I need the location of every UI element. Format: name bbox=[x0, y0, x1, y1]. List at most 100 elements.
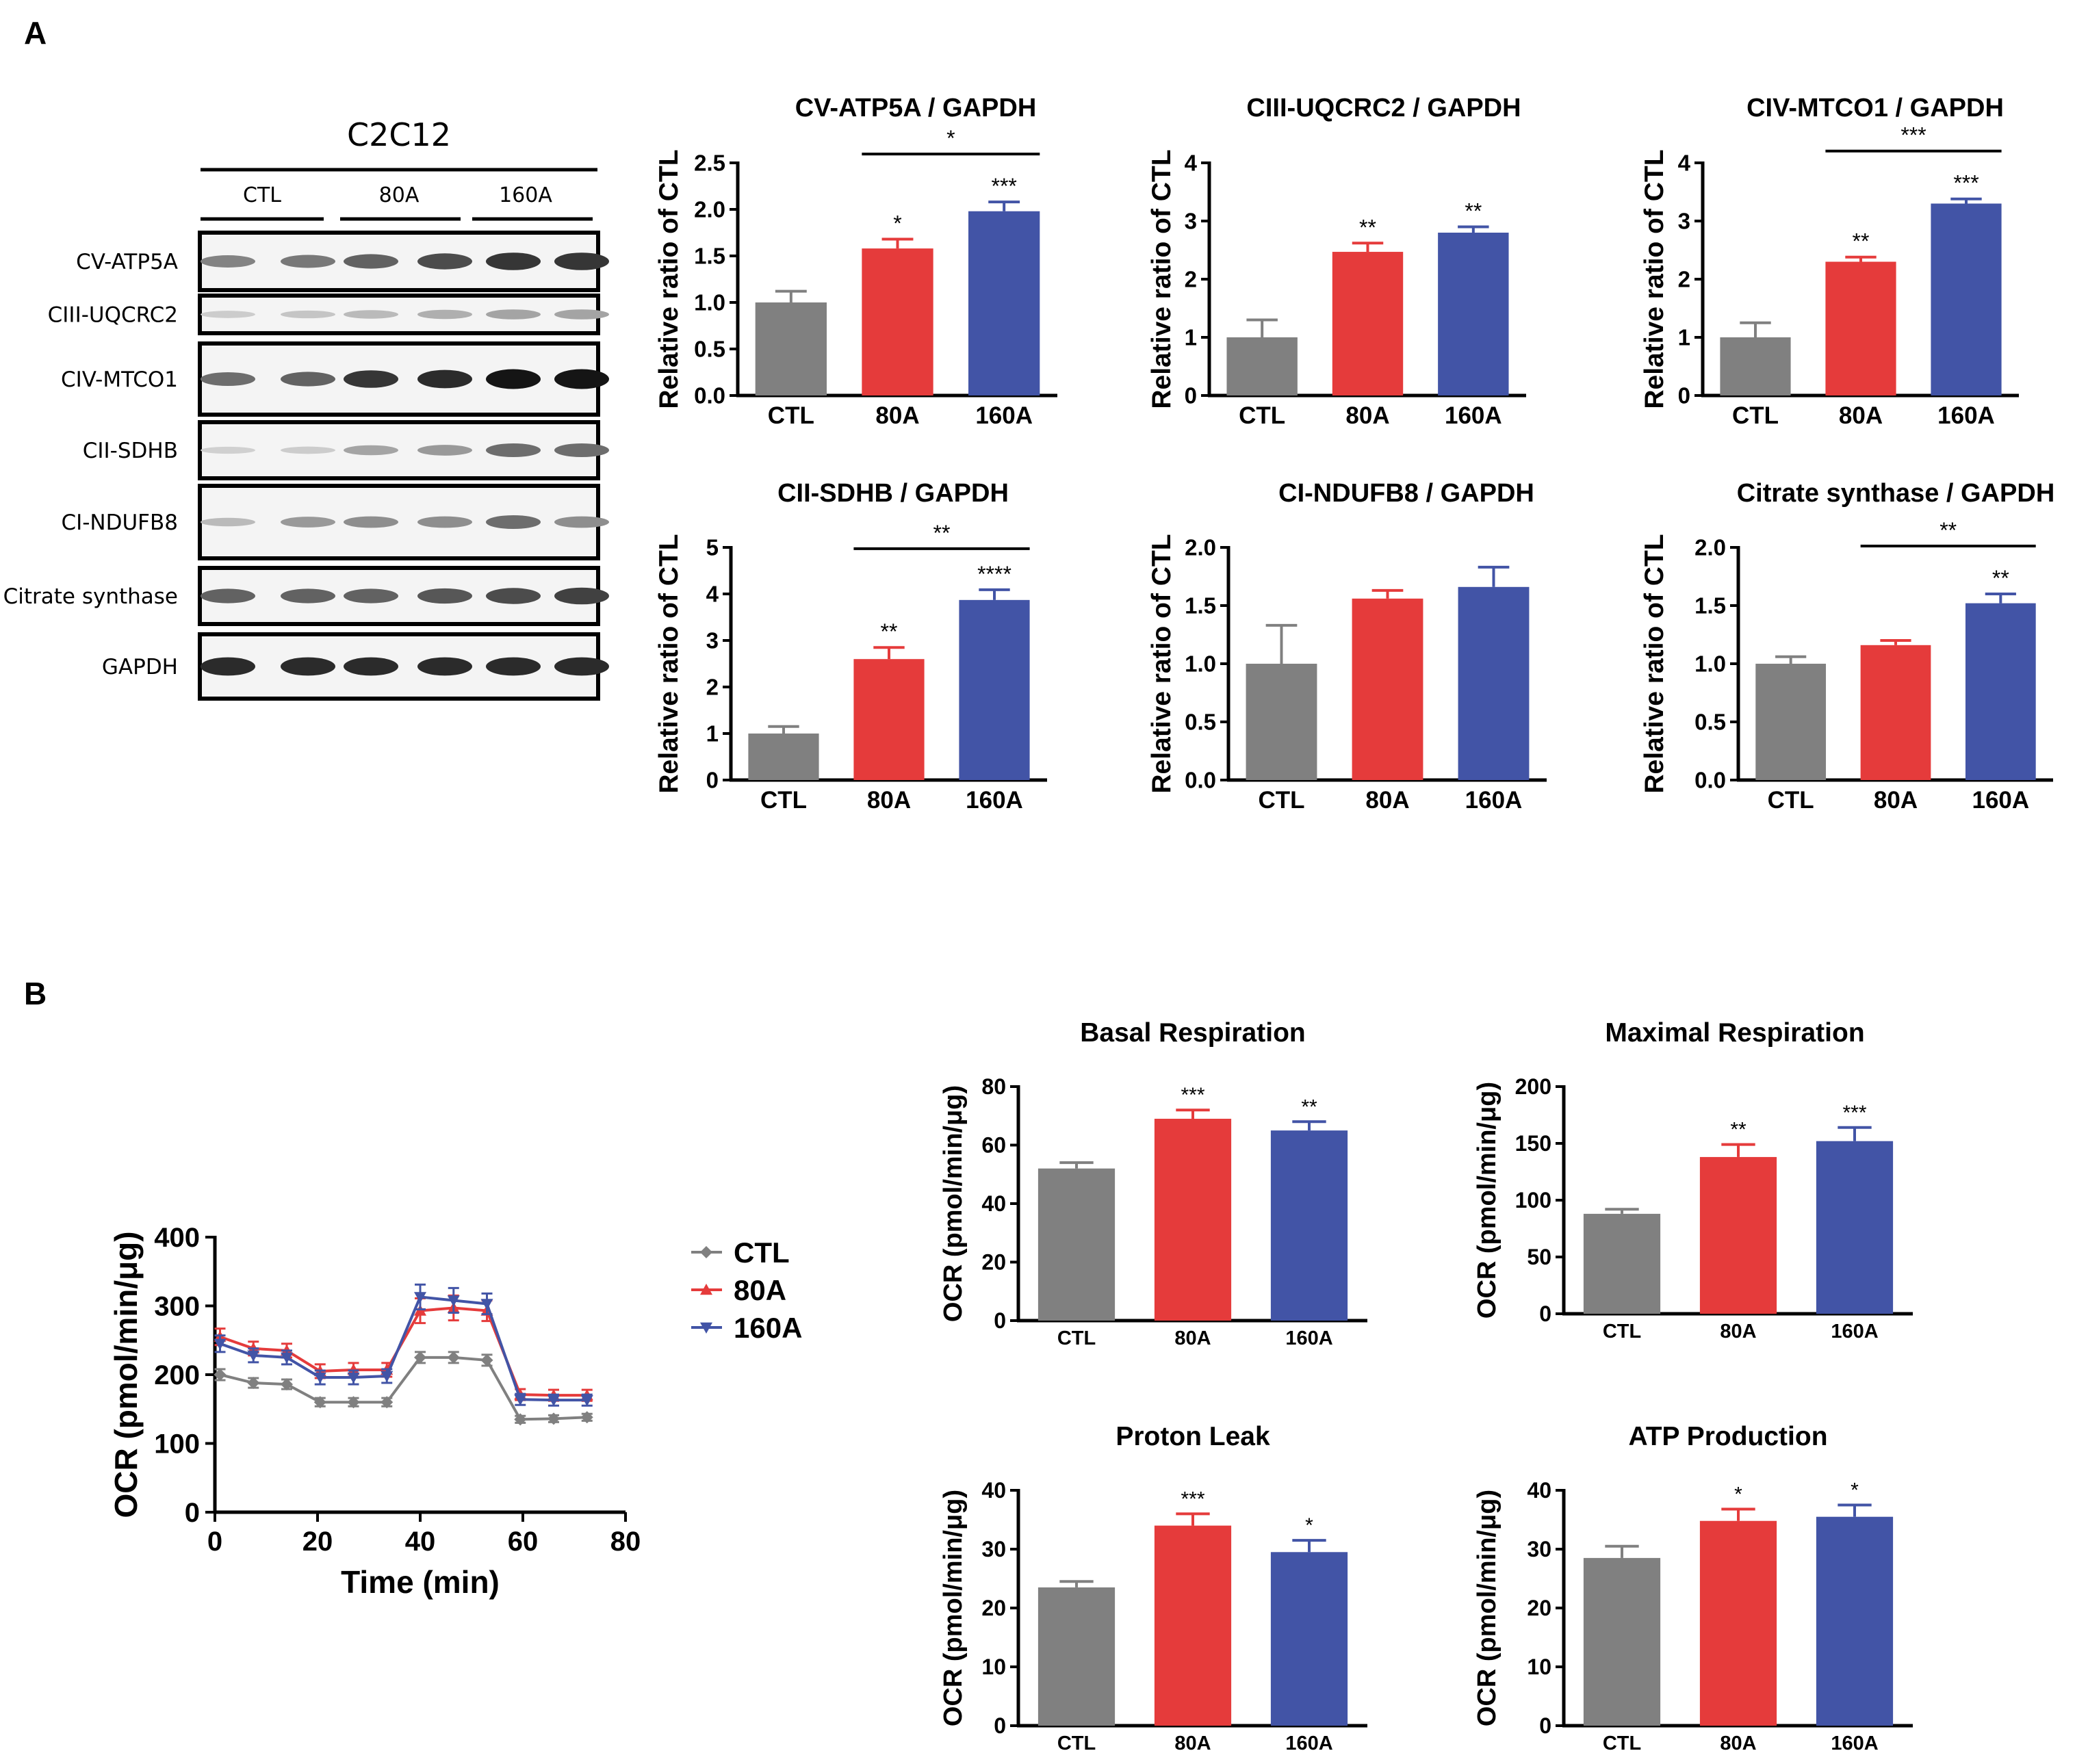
y-tick-label: 0 bbox=[994, 1308, 1006, 1333]
bar-160a bbox=[1931, 203, 2002, 395]
chart-atp-production: ATP Production OCR (pmol/min/μg) 0 10 20 30 40… bbox=[1473, 1422, 1913, 1754]
chart-title: Maximal Respiration bbox=[1605, 1018, 1864, 1048]
bar-80a bbox=[1699, 1156, 1777, 1314]
bar-80a bbox=[1154, 1525, 1232, 1726]
y-tick-label: 30 bbox=[1527, 1537, 1551, 1561]
blot-band bbox=[417, 657, 472, 676]
blot-band bbox=[344, 588, 398, 604]
series-marker bbox=[447, 1295, 460, 1307]
series-marker bbox=[281, 1378, 293, 1391]
x-tick-label: 0 bbox=[207, 1527, 222, 1557]
y-tick-label: 40 bbox=[1527, 1478, 1551, 1503]
x-tick-label: 160A bbox=[1445, 402, 1502, 429]
blot-row-label: CV-ATP5A bbox=[76, 250, 178, 274]
y-tick-label: 0 bbox=[1539, 1301, 1551, 1326]
y-tick-label: 1.0 bbox=[694, 290, 725, 315]
chart-title: Citrate synthase / GAPDH bbox=[1737, 479, 2055, 508]
blot-row: CIII-UQCRC2 bbox=[48, 294, 609, 335]
blot-row: CII-SDHB bbox=[83, 420, 609, 480]
significance-stars: *** bbox=[1842, 1102, 1866, 1124]
bar-160a bbox=[1438, 233, 1509, 395]
x-tick-label: 80 bbox=[610, 1527, 641, 1557]
chart-basal-respiration: Basal Respiration OCR (pmol/min/μg) 0 20 40 6… bbox=[939, 1018, 1367, 1349]
panel-label-a: A bbox=[24, 15, 47, 51]
y-axis-label: Relative ratio of CTL bbox=[1640, 534, 1669, 793]
significance-stars: *** bbox=[1181, 1488, 1204, 1510]
x-tick-label: CTL bbox=[768, 402, 814, 429]
blot-row-label: CIII-UQCRC2 bbox=[48, 303, 178, 328]
series-line bbox=[220, 1356, 587, 1421]
series-marker bbox=[381, 1371, 394, 1383]
x-tick-label: 160A bbox=[966, 787, 1023, 814]
x-tick-label: 80A bbox=[1839, 402, 1883, 429]
significance-stars: ** bbox=[1465, 199, 1482, 224]
bar-80a bbox=[1860, 645, 1931, 780]
y-tick-label: 3 bbox=[1678, 209, 1690, 234]
significance-stars: *** bbox=[1181, 1084, 1204, 1106]
significance-stars: * bbox=[1851, 1479, 1859, 1502]
series-marker bbox=[447, 1351, 460, 1364]
x-tick-label: CTL bbox=[760, 787, 807, 814]
blot-band bbox=[201, 372, 255, 387]
significance-stars: ** bbox=[1853, 229, 1870, 254]
series-marker bbox=[514, 1394, 527, 1406]
y-tick-label: 4 bbox=[1185, 151, 1198, 176]
y-tick-label: 2 bbox=[1185, 267, 1197, 292]
series-marker bbox=[480, 1299, 493, 1310]
y-tick-label: 1 bbox=[1185, 325, 1197, 350]
series-marker bbox=[214, 1369, 227, 1381]
y-tick-label: 80 bbox=[981, 1074, 1006, 1099]
bar-80a bbox=[1332, 252, 1404, 395]
y-tick-label: 0.0 bbox=[1694, 768, 1726, 793]
bar-160a bbox=[1270, 1552, 1348, 1726]
x-tick-label: CTL bbox=[1603, 1733, 1641, 1754]
y-tick-label: 1.5 bbox=[1185, 593, 1216, 619]
x-tick-label: CTL bbox=[1057, 1327, 1096, 1349]
blot-row: CV-ATP5A bbox=[76, 231, 609, 292]
chart-ci-ndufb8: CI-NDUFB8 / GAPDH Relative ratio of CTL 0.… bbox=[1147, 479, 1547, 814]
y-tick-label: 4 bbox=[1678, 151, 1691, 176]
blot-band bbox=[344, 310, 398, 319]
y-axis-label: OCR (pmol/min/μg) bbox=[939, 1085, 968, 1322]
series-marker bbox=[580, 1411, 593, 1424]
blot-band bbox=[554, 587, 609, 605]
series-marker bbox=[347, 1372, 360, 1384]
x-tick-label: 160A bbox=[1972, 787, 2029, 814]
ocr-legend: CTL 80A 160A bbox=[691, 1236, 802, 1344]
x-tick-label: 20 bbox=[302, 1527, 333, 1557]
x-tick-label: 160A bbox=[1831, 1321, 1878, 1343]
y-tick-label: 200 bbox=[1515, 1074, 1551, 1099]
blot-group-label-160a: 160A bbox=[499, 183, 552, 207]
significance-stars: ** bbox=[1301, 1095, 1317, 1118]
bar-ctl bbox=[1755, 664, 1827, 780]
blot-band bbox=[417, 516, 472, 528]
legend-label: CTL bbox=[734, 1236, 790, 1269]
series-marker bbox=[547, 1412, 560, 1425]
series-marker bbox=[580, 1395, 593, 1407]
blot-group-label-80a: 80A bbox=[379, 183, 420, 207]
blot-row: CIV-MTCO1 bbox=[61, 341, 609, 417]
series-marker bbox=[281, 1352, 293, 1364]
bar-80a bbox=[853, 659, 925, 780]
blot-band bbox=[201, 517, 255, 527]
y-tick-label: 150 bbox=[1515, 1131, 1551, 1156]
blot-band bbox=[554, 443, 609, 458]
series-marker bbox=[347, 1396, 360, 1409]
y-tick-label: 1 bbox=[1678, 325, 1690, 350]
y-tick-label: 0.0 bbox=[1185, 768, 1216, 793]
series-160a bbox=[214, 1283, 593, 1407]
x-tick-label: 80A bbox=[1345, 402, 1389, 429]
blot-band bbox=[201, 588, 255, 604]
y-tick-label: 200 bbox=[154, 1360, 200, 1390]
y-tick-label: 100 bbox=[1515, 1188, 1551, 1212]
blot-band bbox=[417, 309, 472, 320]
series-marker bbox=[313, 1372, 326, 1384]
y-axis-label: Relative ratio of CTL bbox=[1147, 149, 1176, 408]
x-tick-label: 60 bbox=[508, 1527, 539, 1557]
series-marker bbox=[414, 1351, 426, 1364]
series-marker bbox=[547, 1395, 560, 1407]
y-tick-label: 4 bbox=[706, 582, 719, 607]
significance-stars: **** bbox=[977, 562, 1011, 586]
series-marker bbox=[700, 1246, 712, 1258]
chart-citrate-synthase: Citrate synthase / GAPDH Relative ratio o… bbox=[1640, 479, 2054, 814]
